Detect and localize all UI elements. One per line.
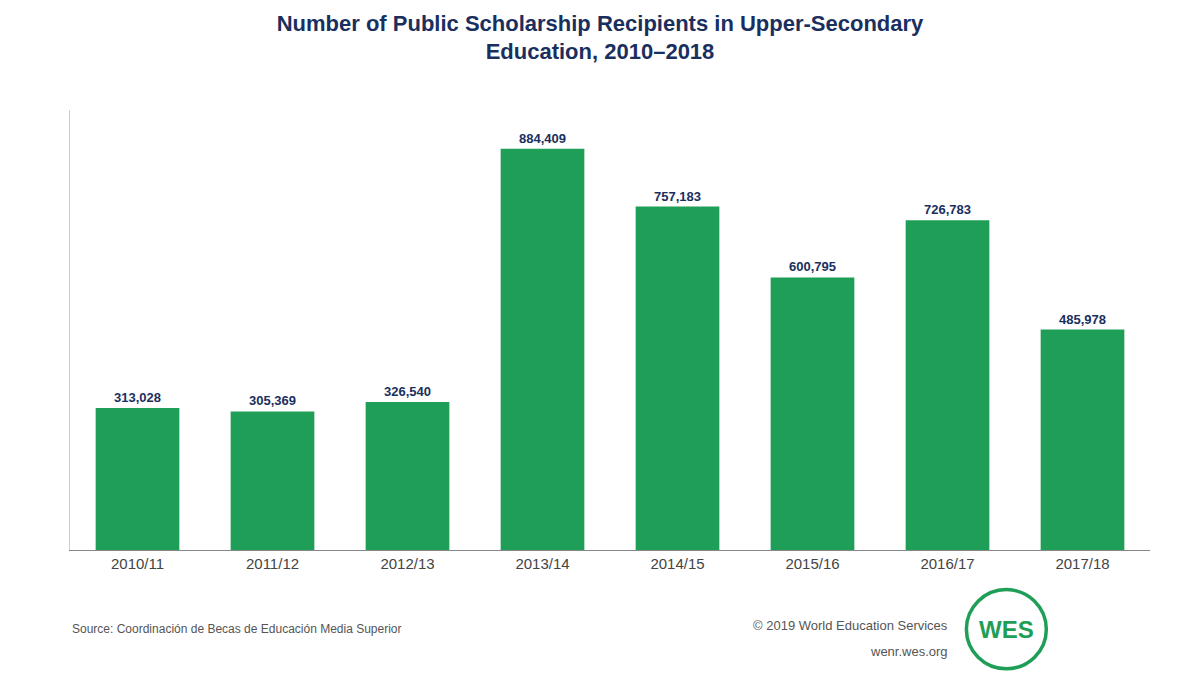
svg-text:2016/17: 2016/17 [920,555,974,572]
svg-text:2015/16: 2015/16 [785,555,839,572]
svg-text:2017/18: 2017/18 [1055,555,1109,572]
svg-text:305,369: 305,369 [249,393,296,408]
svg-text:757,183: 757,183 [654,189,701,204]
svg-text:2011/12: 2011/12 [246,555,299,572]
svg-text:Number of Public Scholarship R: Number of Public Scholarship Recipients … [277,11,924,65]
svg-text:600,795: 600,795 [789,259,836,274]
svg-text:2014/15: 2014/15 [650,555,704,572]
svg-text:2013/14: 2013/14 [515,555,569,572]
svg-text:© 2019 World Education Service: © 2019 World Education Services [753,618,948,633]
svg-text:726,783: 726,783 [924,202,971,217]
svg-text:2012/13: 2012/13 [380,555,434,572]
svg-text:485,978: 485,978 [1059,312,1106,327]
svg-text:WES: WES [979,616,1034,643]
svg-text:326,540: 326,540 [384,384,431,399]
svg-text:313,028: 313,028 [114,390,161,405]
svg-text:2010/11: 2010/11 [111,555,164,572]
svg-text:884,409: 884,409 [519,131,566,146]
svg-text:wenr.wes.org: wenr.wes.org [870,644,948,659]
svg-text:Source: Coordinación de Becas: Source: Coordinación de Becas de Educaci… [72,622,402,636]
